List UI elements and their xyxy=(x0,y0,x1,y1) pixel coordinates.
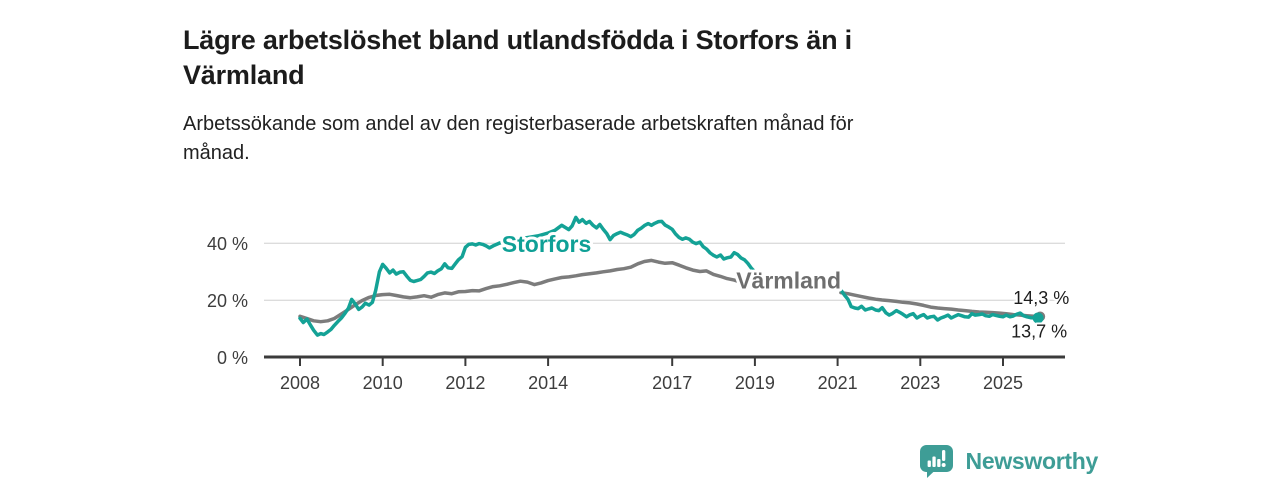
page-title: Lägre arbetslöshet bland utlandsfödda i … xyxy=(183,23,852,93)
x-tick-label-2023: 2023 xyxy=(900,373,940,393)
vrmland-series-label: Värmland xyxy=(736,267,841,293)
y-tick-label-0: 0 % xyxy=(217,348,248,368)
storfors-line-segment-2 xyxy=(837,286,1040,322)
newsworthy-bubble-chart-icon xyxy=(919,445,953,478)
x-tick-label-2025: 2025 xyxy=(983,373,1023,393)
y-tick-label-20: 20 % xyxy=(207,291,248,311)
x-tick-label-2021: 2021 xyxy=(818,373,858,393)
x-tick-label-2014: 2014 xyxy=(528,373,568,393)
title-line-1: Lägre arbetslöshet bland utlandsfödda i … xyxy=(183,25,852,56)
newsworthy-wordmark: Newsworthy xyxy=(965,448,1099,474)
title-line-2: Värmland xyxy=(183,60,305,91)
subtitle-line-2: månad. xyxy=(183,142,250,164)
x-tick-label-2012: 2012 xyxy=(445,373,485,393)
vrmland-line-segment-2 xyxy=(839,290,1042,319)
chart-subtitle: Arbetssökande som andel av den registerb… xyxy=(183,110,853,168)
y-tick-label-40: 40 % xyxy=(207,234,248,254)
storfors-series-label: Storfors xyxy=(502,231,591,257)
storfors-end-value-label: 13,7 % xyxy=(1011,322,1067,342)
newsworthy-logo: Newsworthy xyxy=(919,444,1098,479)
storfors-line-segment-1 xyxy=(298,215,757,337)
storfors-end-dot xyxy=(1032,312,1044,324)
x-tick-label-2010: 2010 xyxy=(363,373,403,393)
subtitle-line-1: Arbetssökande som andel av den registerb… xyxy=(183,113,854,135)
x-tick-label-2019: 2019 xyxy=(735,373,775,393)
x-tick-label-2017: 2017 xyxy=(652,373,692,393)
x-tick-label-2008: 2008 xyxy=(280,373,320,393)
vrmland-line-segment-1 xyxy=(298,258,750,324)
vrmland-end-value-label: 14,3 % xyxy=(1013,288,1069,308)
